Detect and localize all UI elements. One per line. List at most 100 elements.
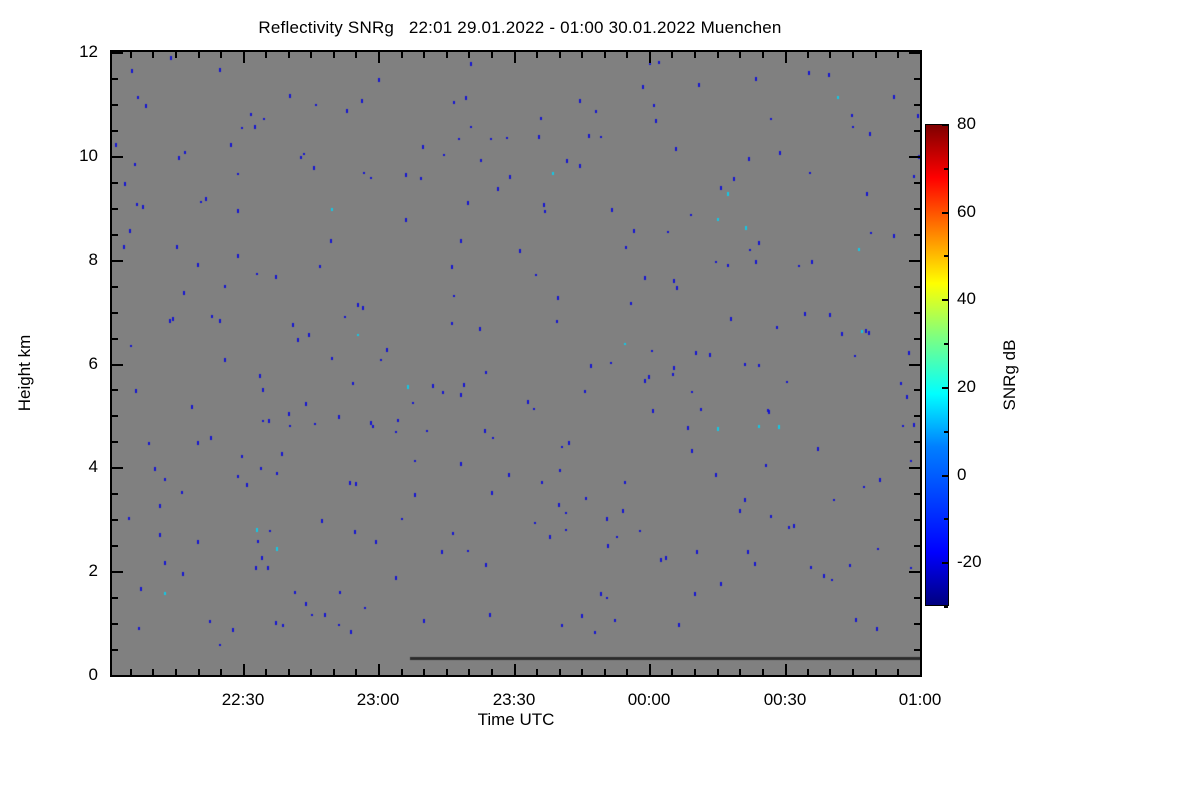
y-tick-minor — [112, 312, 118, 314]
y-tick-minor — [112, 338, 118, 340]
x-tick-minor — [401, 669, 403, 675]
x-tick-minor-top — [198, 52, 200, 58]
x-tick-minor-top — [355, 52, 357, 58]
y-tick-minor-right — [914, 389, 920, 391]
x-tick-minor-top — [310, 52, 312, 58]
y-tick-minor — [112, 286, 118, 288]
colorbar-tick-minor — [944, 606, 948, 608]
x-tick-minor-top — [468, 52, 470, 58]
y-tick-minor — [112, 208, 118, 210]
colorbar-tick-minor — [944, 431, 948, 433]
y-tick-label: 12 — [79, 42, 98, 61]
x-tick-minor — [739, 669, 741, 675]
x-tick-minor — [671, 669, 673, 675]
x-tick-minor-top — [152, 52, 154, 58]
colorbar-tick-label: -20 — [957, 552, 982, 571]
x-tick-major — [785, 664, 787, 675]
colorbar-tick — [942, 562, 948, 564]
x-tick-minor-top — [807, 52, 809, 58]
y-tick-label: 2 — [88, 561, 98, 580]
x-tick-minor — [581, 669, 583, 675]
y-tick-minor-right — [914, 182, 920, 184]
y-tick-minor-right — [914, 104, 920, 106]
y-tick-major-right — [909, 260, 920, 262]
y-tick-major-right — [909, 467, 920, 469]
x-tick-minor-top — [288, 52, 290, 58]
y-tick-minor-right — [914, 312, 920, 314]
y-tick-major — [112, 675, 123, 677]
y-tick-minor-right — [914, 649, 920, 651]
x-tick-major-top — [243, 52, 245, 63]
x-tick-label: 23:30 — [492, 690, 536, 709]
y-tick-minor — [112, 415, 118, 417]
x-tick-minor-top — [333, 52, 335, 58]
colorbar-gradient — [925, 124, 949, 606]
x-tick-minor-top — [717, 52, 719, 58]
x-tick-label: 00:00 — [627, 690, 671, 709]
y-tick-minor-right — [914, 338, 920, 340]
x-tick-major — [649, 664, 651, 675]
x-tick-minor — [265, 669, 267, 675]
x-tick-minor-top — [694, 52, 696, 58]
x-tick-minor — [852, 669, 854, 675]
heatmap-canvas — [112, 52, 920, 675]
x-tick-minor-top — [130, 52, 132, 58]
x-tick-minor-top — [897, 52, 899, 58]
y-tick-major-right — [909, 52, 920, 54]
colorbar-tick-minor — [944, 343, 948, 345]
x-tick-minor — [288, 669, 290, 675]
y-tick-major — [112, 156, 123, 158]
x-tick-minor — [559, 669, 561, 675]
colorbar-tick-label: 0 — [957, 465, 967, 484]
x-tick-label: 01:00 — [898, 690, 942, 709]
y-tick-minor-right — [914, 519, 920, 521]
colorbar — [925, 124, 949, 606]
y-tick-minor-right — [914, 597, 920, 599]
x-tick-minor — [536, 669, 538, 675]
colorbar-tick — [942, 299, 948, 301]
x-tick-minor — [875, 669, 877, 675]
y-tick-major-right — [909, 571, 920, 573]
y-tick-minor — [112, 130, 118, 132]
x-tick-minor — [604, 669, 606, 675]
x-tick-minor-top — [423, 52, 425, 58]
colorbar-tick — [942, 212, 948, 214]
x-tick-minor-top — [852, 52, 854, 58]
y-tick-minor-right — [914, 130, 920, 132]
x-tick-minor-top — [604, 52, 606, 58]
y-tick-minor — [112, 182, 118, 184]
x-tick-minor-top — [875, 52, 877, 58]
x-tick-minor — [310, 669, 312, 675]
y-tick-minor-right — [914, 286, 920, 288]
y-tick-minor-right — [914, 208, 920, 210]
y-tick-minor — [112, 441, 118, 443]
plot-area — [110, 50, 922, 677]
colorbar-tick-minor — [944, 168, 948, 170]
y-tick-minor-right — [914, 234, 920, 236]
y-tick-minor — [112, 623, 118, 625]
x-tick-minor-top — [626, 52, 628, 58]
x-tick-major-top — [378, 52, 380, 63]
y-tick-minor — [112, 493, 118, 495]
colorbar-tick — [942, 124, 948, 126]
x-tick-minor — [491, 669, 493, 675]
x-tick-major-top — [514, 52, 516, 63]
y-tick-major-right — [909, 364, 920, 366]
x-tick-minor — [897, 669, 899, 675]
x-tick-minor — [130, 669, 132, 675]
x-tick-minor — [175, 669, 177, 675]
y-tick-minor — [112, 545, 118, 547]
y-tick-major-right — [909, 675, 920, 677]
x-tick-minor-top — [175, 52, 177, 58]
x-tick-minor — [626, 669, 628, 675]
x-tick-minor — [446, 669, 448, 675]
y-tick-label: 8 — [88, 250, 98, 269]
colorbar-tick-label: 40 — [957, 289, 976, 308]
y-tick-label: 10 — [79, 146, 98, 165]
y-tick-major — [112, 467, 123, 469]
x-tick-minor-top — [739, 52, 741, 58]
x-tick-label: 00:30 — [763, 690, 807, 709]
colorbar-tick-label: 20 — [957, 377, 976, 396]
x-tick-minor-top — [671, 52, 673, 58]
